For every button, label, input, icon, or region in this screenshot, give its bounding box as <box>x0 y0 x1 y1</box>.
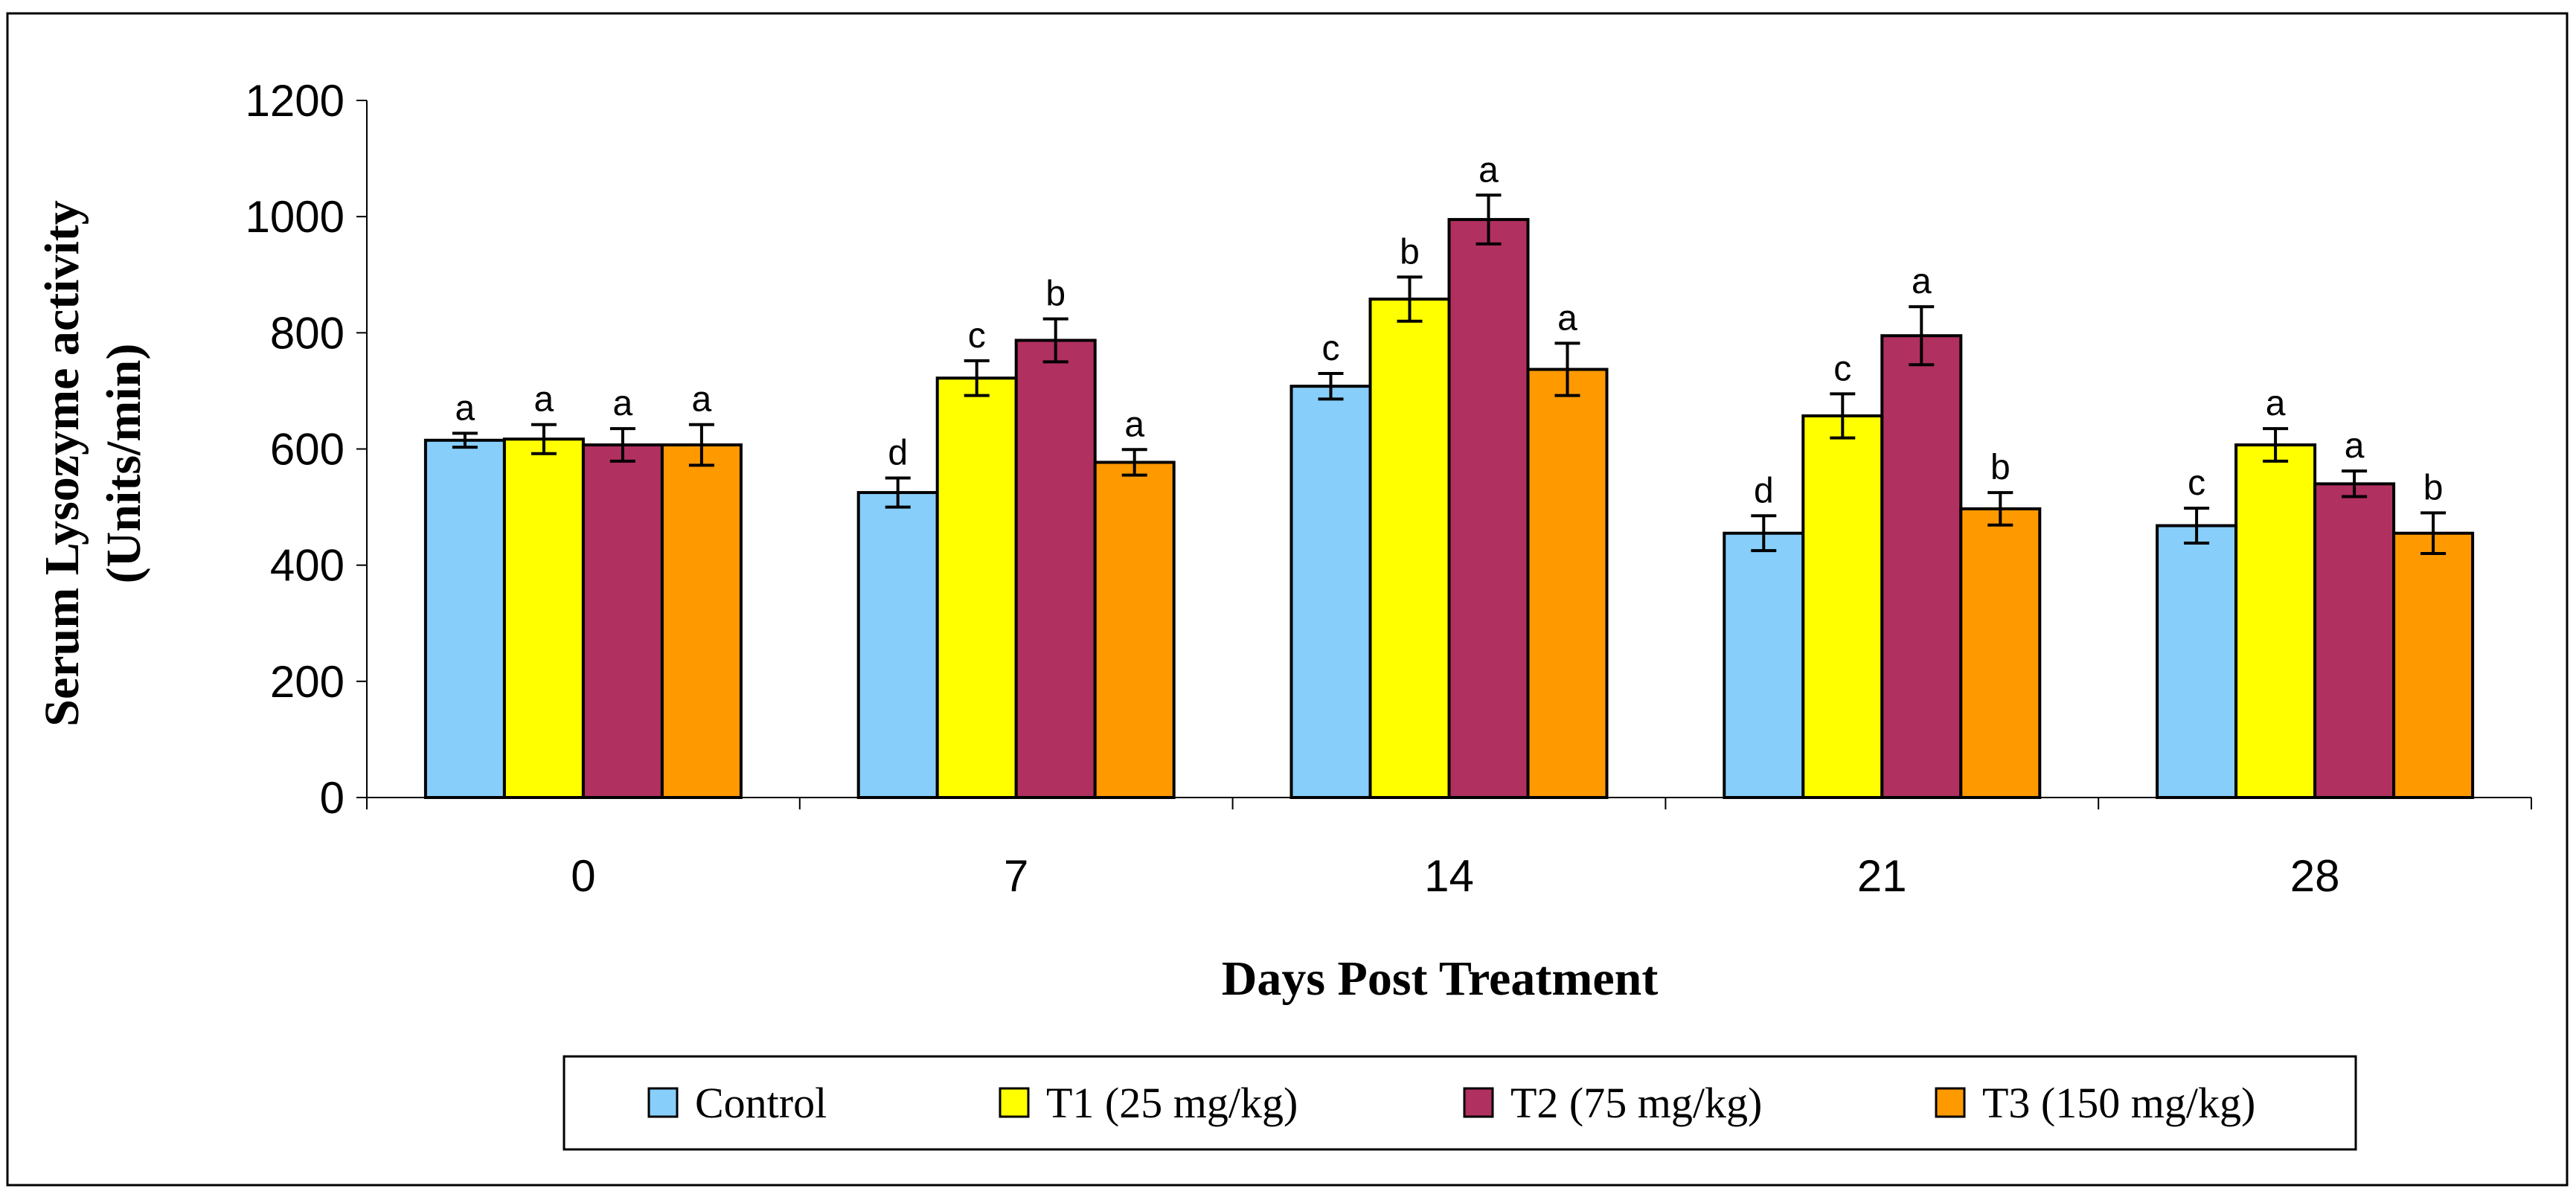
legend-label: T2 (75 mg/kg) <box>1510 1079 1762 1127</box>
y-tick-label: 800 <box>270 308 345 358</box>
significance-letter: a <box>1478 150 1499 190</box>
bar <box>2392 531 2475 799</box>
bar <box>1526 368 1609 800</box>
y-tick-label: 200 <box>270 657 345 707</box>
y-axis-title-line1: Serum Lysozyme activity <box>35 200 89 727</box>
legend-label: Control <box>695 1079 827 1127</box>
legend-label: T1 (25 mg/kg) <box>1046 1079 1298 1127</box>
legend-swatch <box>1463 1087 1494 1118</box>
legend-swatch <box>999 1087 1030 1118</box>
bar <box>423 438 506 799</box>
x-tick-label: 7 <box>1004 851 1028 901</box>
significance-letter: a <box>534 380 554 420</box>
legend-label: T3 (150 mg/kg) <box>1982 1079 2255 1127</box>
plot-area: 0 200 400 600 800 1000 1200 a a a a 0 d c b a 7 c b a a 14 d c a… <box>246 76 2532 901</box>
significance-letter: a <box>692 380 712 420</box>
bar <box>1959 507 2042 799</box>
bar <box>660 443 743 799</box>
bar <box>1368 298 1451 800</box>
y-tick-label: 1000 <box>246 192 345 242</box>
significance-letter: d <box>1754 471 1774 510</box>
significance-letter: d <box>888 434 908 473</box>
significance-letter: c <box>1833 349 1851 388</box>
bar <box>1289 385 1372 799</box>
x-tick-label: 14 <box>1424 851 1474 901</box>
significance-letter: a <box>613 384 633 423</box>
bar <box>1723 531 1805 799</box>
x-axis-title: Days Post Treatment <box>1222 952 1659 1006</box>
legend-swatch <box>647 1087 679 1118</box>
significance-letter: b <box>2423 468 2444 507</box>
bar <box>1447 218 1530 799</box>
y-tick-label: 1200 <box>246 76 345 126</box>
y-tick-label: 600 <box>270 425 345 475</box>
bar <box>502 437 585 799</box>
chart-frame <box>6 12 2569 1187</box>
bar <box>2234 443 2317 799</box>
bar <box>935 376 1018 799</box>
bar <box>856 491 939 799</box>
bar <box>1801 414 1884 799</box>
bar <box>1093 461 1176 799</box>
significance-letter: a <box>2345 426 2365 466</box>
significance-letter: a <box>1912 262 1932 301</box>
bar <box>1014 338 1097 799</box>
y-axis-title-line2: (Units/min) <box>97 344 151 584</box>
significance-letter: b <box>1400 232 1420 272</box>
significance-letter: c <box>968 316 986 356</box>
legend-box <box>563 1055 2357 1151</box>
y-axis-title: Serum Lysozyme activity (Units/min) <box>35 200 151 727</box>
significance-letter: c <box>1322 329 1340 368</box>
bar <box>1880 334 1963 799</box>
y-tick-label: 400 <box>270 541 345 591</box>
bar <box>2156 524 2238 799</box>
significance-letter: b <box>1990 448 2011 487</box>
significance-letter: b <box>1045 275 1066 314</box>
legend-swatch <box>1935 1087 1966 1118</box>
x-tick-label: 0 <box>571 851 595 901</box>
significance-letter: c <box>2188 463 2205 503</box>
y-tick-label: 0 <box>320 773 345 823</box>
significance-letter: a <box>2266 384 2286 423</box>
significance-letter: a <box>1124 405 1144 444</box>
x-tick-label: 28 <box>2290 851 2340 901</box>
significance-letter: a <box>1557 298 1577 338</box>
x-tick-label: 21 <box>1857 851 1907 901</box>
significance-letter: a <box>455 388 475 428</box>
bar <box>581 443 664 799</box>
bar <box>2313 482 2396 799</box>
legend: Control T1 (25 mg/kg) T2 (75 mg/kg) T3 (150… <box>563 1055 2357 1151</box>
